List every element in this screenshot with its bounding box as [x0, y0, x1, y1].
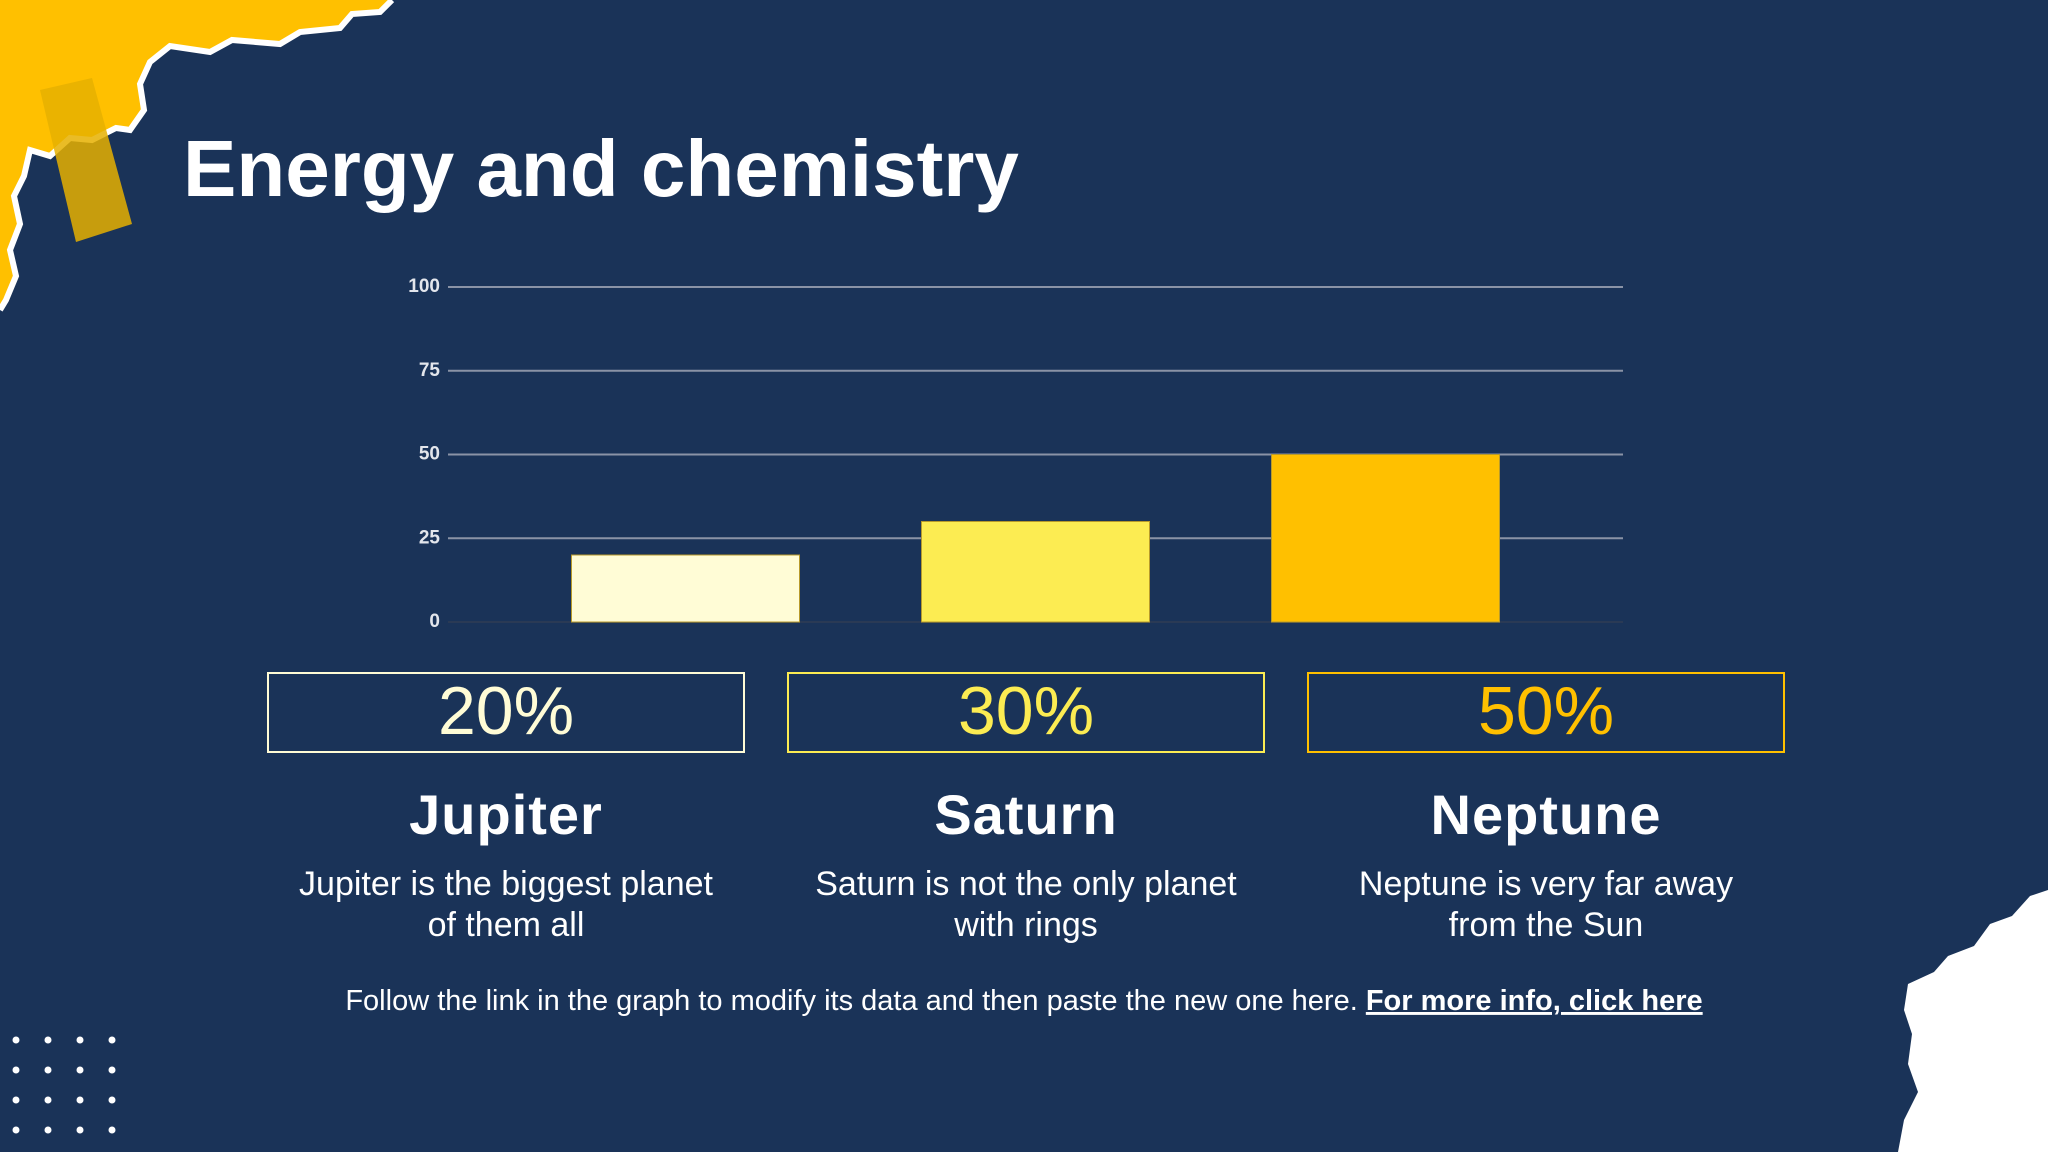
bar: [571, 554, 800, 623]
value-box: [267, 672, 745, 753]
description: of them all: [428, 906, 585, 944]
y-tick-label: 0: [429, 611, 440, 632]
description: Saturn is not the only planet: [815, 865, 1237, 903]
tape-decoration: [40, 78, 132, 242]
bar: [1271, 454, 1500, 623]
value-label: 50%: [1478, 673, 1614, 749]
y-tick-label: 100: [408, 276, 440, 297]
category-name: Neptune: [1431, 783, 1662, 846]
description: Neptune is very far away: [1359, 865, 1733, 903]
note: Follow the link in the graph to modify i…: [345, 985, 1357, 1017]
value-label: 20%: [438, 673, 574, 749]
description: Jupiter is the biggest planet: [299, 865, 713, 903]
value-label: 30%: [958, 673, 1094, 749]
category-name: Saturn: [934, 783, 1117, 846]
bar: [921, 521, 1150, 623]
y-tick-label: 75: [419, 360, 441, 381]
y-tick-label: 25: [419, 527, 441, 548]
description: with rings: [953, 906, 1098, 944]
info-link[interactable]: For more info, click here: [1366, 985, 1703, 1017]
chart-title: Energy and chemistry: [183, 124, 1019, 213]
corner-edge: [0, 0, 395, 312]
footer-note: Follow the link in the graph to modify i…: [345, 985, 1702, 1017]
dot-grid: [12, 1036, 116, 1134]
description: from the Sun: [1449, 906, 1644, 944]
y-tick-label: 50: [419, 444, 440, 465]
value-box: [787, 672, 1265, 753]
corner-decoration: [1898, 890, 2048, 1152]
category-name: Jupiter: [409, 783, 603, 846]
value-box: [1307, 672, 1785, 753]
corner-decoration: [0, 0, 392, 310]
